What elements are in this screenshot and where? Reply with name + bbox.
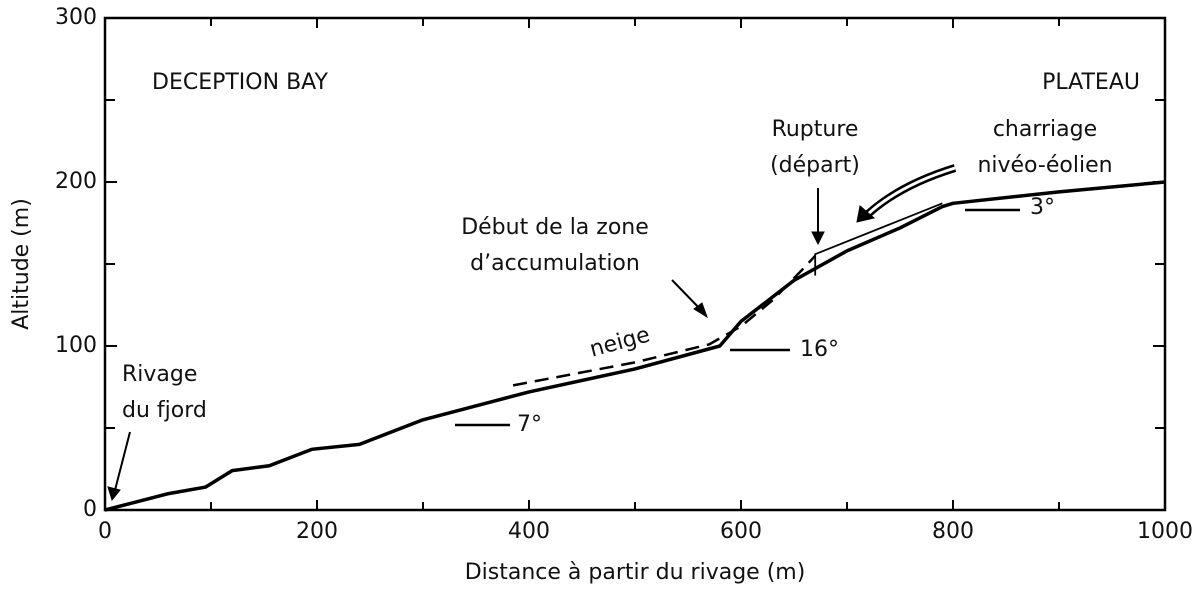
annotation: Rivage du fjord — [122, 362, 207, 423]
annotation-line: charriage — [993, 117, 1097, 142]
annotation-line: (départ) — [770, 153, 860, 178]
annotation-line: 7° — [517, 412, 542, 437]
arrow — [113, 431, 131, 495]
annotation-line: Début de la zone — [461, 215, 649, 240]
y-tick-label: 300 — [55, 5, 97, 30]
wind-arrow-inner — [866, 166, 956, 216]
x-tick-label: 200 — [296, 519, 338, 544]
arrow-head — [693, 302, 708, 319]
profile-line — [814, 202, 943, 276]
profile-line — [104, 180, 1166, 512]
annotation: 3° — [1030, 195, 1055, 220]
annotation-line: nivéo-éolien — [977, 153, 1112, 178]
x-tick-label: 400 — [508, 519, 550, 544]
annotation: charriage nivéo-éolien — [977, 117, 1112, 178]
annotation: PLATEAU — [1042, 70, 1140, 95]
x-axis-label: Distance à partir du rivage (m) — [465, 560, 806, 585]
annotation-line: DECEPTION BAY — [152, 70, 328, 95]
arrow-head — [107, 486, 121, 502]
annotation-line: 3° — [1030, 195, 1055, 220]
annotation: 7° — [517, 412, 542, 437]
annotation-line: 16° — [800, 337, 839, 362]
annotation-line: d’accumulation — [470, 251, 640, 276]
annotation: DECEPTION BAY — [152, 70, 328, 95]
annotation: neige — [587, 323, 652, 363]
annotation: Rupture (départ) — [770, 117, 860, 178]
annotation-line: Rivage — [122, 362, 197, 387]
y-tick-label: 0 — [83, 497, 97, 522]
y-tick-label: 100 — [55, 333, 97, 358]
arrow-head — [856, 205, 876, 223]
annotation-line: neige — [587, 323, 652, 363]
annotation-line: PLATEAU — [1042, 70, 1140, 95]
arrow-head — [811, 231, 825, 246]
arrows — [107, 164, 957, 502]
x-tick-label: 1000 — [1137, 519, 1193, 544]
annotation-line: Rupture — [772, 117, 859, 142]
y-tick-label: 200 — [55, 169, 97, 194]
annotation-line: du fjord — [122, 398, 207, 423]
annotation: 16° — [800, 337, 839, 362]
x-tick-label: 800 — [932, 519, 974, 544]
annotation: Début de la zone d’accumulation — [461, 215, 649, 276]
x-tick-label: 600 — [720, 519, 762, 544]
y-axis-label: Altitude (m) — [9, 198, 34, 330]
x-tick-label: 0 — [98, 519, 112, 544]
